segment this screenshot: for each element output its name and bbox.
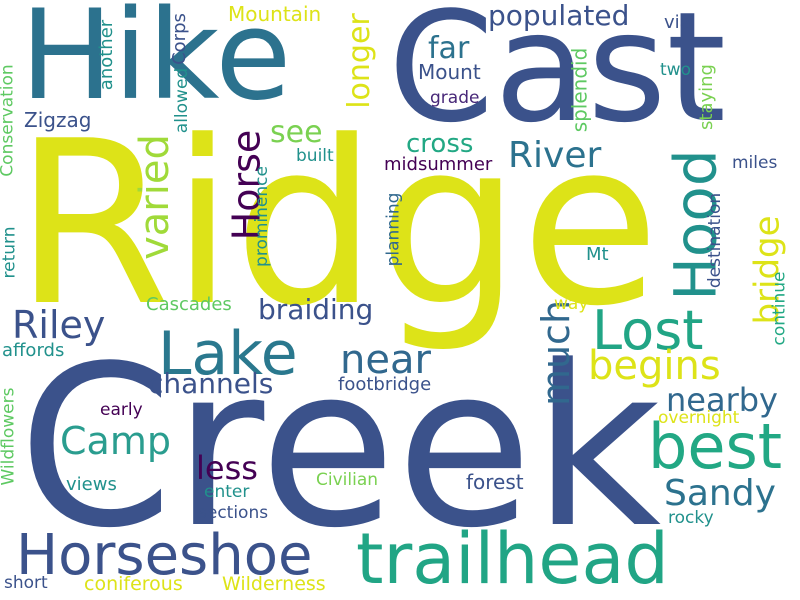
word-built: built [296,146,334,166]
word-nearby: nearby [666,381,778,419]
word-planning: planning [383,192,404,267]
word-continue: continue [769,271,790,346]
word-affords: affords [2,340,65,361]
word-see: see [270,115,323,150]
word-varied: varied [131,134,178,260]
word-hike: Hike [20,0,292,128]
word-destination: destination [705,192,726,289]
word-corps: Corps [168,13,190,65]
word-early: early [100,400,143,420]
word-populated: populated [488,0,630,32]
word-two: two [660,60,691,80]
word-midsummer: midsummer [384,154,493,175]
word-mountain: Mountain [228,2,322,26]
word-trailhead: trailhead [356,518,669,600]
word-far: far [428,31,470,66]
word-miles: miles [732,153,778,173]
word-grade: grade [430,88,480,108]
word-braiding: braiding [258,293,374,326]
word-sandy: Sandy [664,473,776,514]
word-horseshoe: Horseshoe [16,523,313,588]
word-conservation: Conservation [0,64,18,177]
word-cross: cross [406,129,474,159]
word-zigzag: Zigzag [24,108,92,132]
word-another: another [96,19,118,91]
word-riley: Riley [12,303,106,347]
word-ridge: Ridge [14,93,660,356]
word-river: River [508,135,602,176]
word-creek: Creek [18,319,662,577]
word-prominence: prominence [251,166,272,267]
word-mt: Mt [586,244,609,265]
word-longer: longer [341,13,377,109]
word-rocky: rocky [668,508,714,528]
word-via: via [664,12,691,33]
word-begins: begins [588,343,721,389]
word-short: short [4,573,48,593]
word-civilian: Civilian [316,470,379,490]
word-forest: forest [466,470,524,494]
word-camp: Camp [60,419,171,463]
word-wildflowers: Wildflowers [0,387,19,486]
word-return: return [0,226,20,279]
word-lost: Lost [592,299,704,362]
word-cascades: Cascades [146,294,232,315]
word-wilderness: Wilderness [222,573,326,595]
word-cast: Cast [388,0,727,156]
word-much: much [534,299,579,407]
word-near: near [340,337,431,383]
word-less: less [196,449,258,487]
word-overnight: overnight [658,408,740,428]
word-splendid: splendid [567,47,592,133]
word-sections: sections [198,503,269,523]
word-channels: channels [148,367,274,400]
word-lake: Lake [158,319,298,389]
word-allowed: allowed [172,67,193,134]
word-way: way [554,294,589,314]
word-enter: enter [204,482,250,502]
word-footbridge: footbridge [338,374,432,395]
word-coniferous: coniferous [84,573,183,595]
word-best: best [648,410,783,483]
word-views: views [66,474,117,495]
word-mount: Mount [418,60,481,84]
word-staying: staying [695,64,717,130]
